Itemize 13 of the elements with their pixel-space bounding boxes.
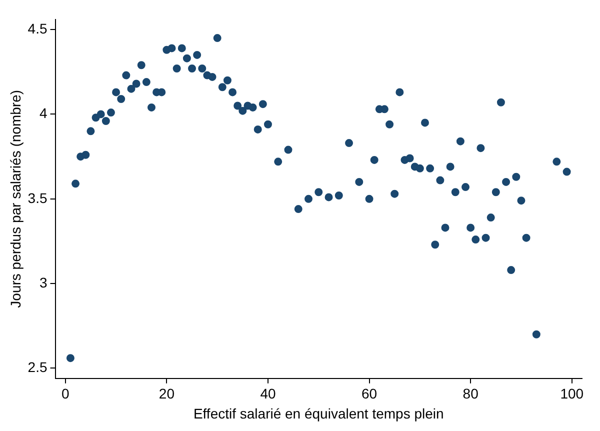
x-tick-label: 40	[260, 386, 276, 402]
y-tick-label: 3	[39, 274, 48, 290]
x-tick-label: 80	[462, 386, 479, 402]
y-tick-label: 2.5	[28, 359, 48, 376]
x-tick-label: 60	[361, 386, 378, 402]
y-tick-label: 3.5	[28, 190, 48, 206]
y-tick-label: 4.5	[28, 20, 48, 36]
x-tick-label: 20	[158, 386, 175, 402]
y-tick-label: 4	[39, 105, 48, 122]
y-axis-title: Jours perdus par salariés (nombre)	[7, 90, 24, 308]
x-tick-label: 100	[560, 386, 584, 402]
x-axis-title: Effectif salarié en équivalent temps plein	[193, 405, 444, 422]
x-tick-label: 0	[61, 386, 70, 402]
